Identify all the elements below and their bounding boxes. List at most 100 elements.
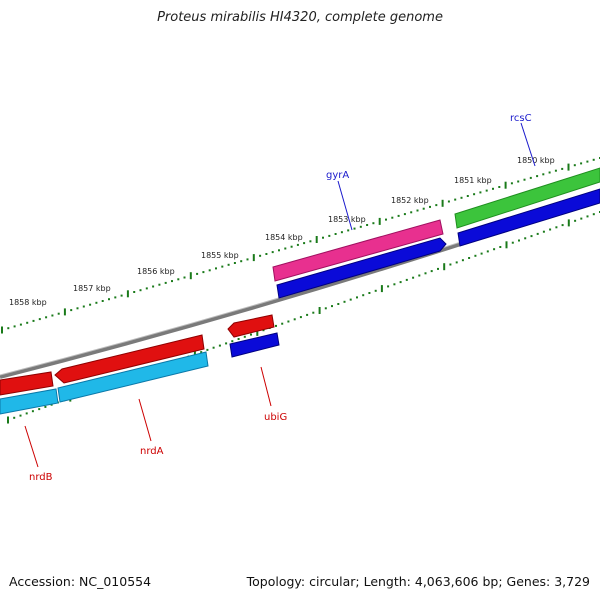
outer-scale-minor-tick xyxy=(328,234,331,237)
inner-scale-minor-tick xyxy=(561,224,564,227)
outer-scale-minor-tick xyxy=(454,198,457,201)
inner-scale-minor-tick xyxy=(275,324,277,327)
gene-label-gyrA[interactable]: gyrA xyxy=(326,170,349,181)
outer-scale-minor-tick xyxy=(416,209,419,212)
tick-label-1850: 1850 kbp xyxy=(517,156,555,165)
gene-ubiG-bar[interactable] xyxy=(227,314,275,338)
inner-scale-minor-tick xyxy=(524,237,527,240)
inner-scale-minor-tick xyxy=(299,316,302,319)
outer-scale-minor-tick xyxy=(120,294,123,297)
outer-scale-minor-tick xyxy=(108,298,110,301)
gene-label-ubiG[interactable]: ubiG xyxy=(264,412,287,423)
inner-scale-minor-tick xyxy=(231,340,234,343)
outer-scale-minor-tick xyxy=(340,231,343,234)
outer-scale-minor-tick xyxy=(284,247,287,250)
outer-scale-minor-tick xyxy=(19,323,22,326)
inner-scale-minor-tick xyxy=(418,274,421,277)
outer-scale-minor-tick xyxy=(13,325,16,328)
outer-scale-minor-tick xyxy=(265,253,268,255)
outer-scale-minor-tick xyxy=(309,240,312,243)
inner-scale-major-tick xyxy=(7,416,9,424)
gene-nrdB-bar[interactable] xyxy=(0,371,54,396)
inner-scale-minor-tick xyxy=(387,285,390,288)
outer-scale-major-tick xyxy=(1,326,3,334)
gene-ubiG-cds-bar[interactable] xyxy=(229,332,280,358)
outer-scale-minor-tick xyxy=(561,167,564,170)
outer-scale-minor-tick xyxy=(498,186,501,188)
gene-nrdA-bar[interactable] xyxy=(54,334,205,384)
outer-scale-major-tick xyxy=(504,181,507,189)
outer-scale-minor-tick xyxy=(158,283,161,286)
outer-scale-minor-tick xyxy=(215,267,217,270)
inner-scale-minor-tick xyxy=(200,351,203,354)
leader-nrdA xyxy=(138,398,152,442)
outer-scale-minor-tick xyxy=(45,316,48,319)
inner-scale-minor-tick xyxy=(399,281,402,284)
gene-label-nrdA[interactable]: nrdA xyxy=(140,446,164,457)
tick-label-1853: 1853 kbp xyxy=(328,215,366,224)
inner-scale-minor-tick xyxy=(518,239,520,242)
inner-scale-major-tick xyxy=(443,263,446,271)
outer-scale-minor-tick xyxy=(233,262,236,264)
inner-scale-minor-tick xyxy=(44,405,47,408)
map-title: Proteus mirabilis HI4320, complete genom… xyxy=(157,10,443,25)
outer-scale-minor-tick xyxy=(429,205,431,208)
gene-nrdB-cds-bar[interactable] xyxy=(0,388,59,415)
inner-scale-minor-tick xyxy=(324,307,327,310)
gene-rcsC-bar[interactable] xyxy=(454,167,600,229)
outer-scale-minor-tick xyxy=(397,214,400,217)
outer-scale-minor-tick xyxy=(529,176,532,179)
inner-scale-minor-tick xyxy=(237,338,240,340)
outer-scale-minor-tick xyxy=(580,162,583,165)
outer-scale-minor-tick xyxy=(32,319,35,322)
genome-summary-label: Topology: circular; Length: 4,063,606 bp… xyxy=(246,574,590,589)
leader-rcsC xyxy=(520,122,536,167)
inner-scale-minor-tick xyxy=(455,261,458,264)
gene-label-rcsC[interactable]: rcsC xyxy=(510,113,532,124)
leader-gyrA xyxy=(337,180,353,231)
outer-scale-minor-tick xyxy=(76,307,79,310)
inner-scale-minor-tick xyxy=(343,300,346,303)
outer-scale-minor-tick xyxy=(82,305,85,308)
inner-scale-minor-tick xyxy=(225,342,228,345)
outer-scale-minor-tick xyxy=(26,321,29,324)
inner-scale-minor-tick xyxy=(592,213,595,216)
gene-rcsC-cds-bar[interactable] xyxy=(457,188,600,247)
outer-scale-minor-tick xyxy=(271,251,274,254)
inner-scale-minor-tick xyxy=(337,303,340,305)
inner-scale-minor-tick xyxy=(312,311,315,314)
inner-scale-minor-tick xyxy=(574,219,577,222)
outer-scale-minor-tick xyxy=(57,312,60,315)
inner-scale-minor-tick xyxy=(511,241,514,244)
outer-scale-minor-tick xyxy=(485,189,488,192)
inner-scale-minor-tick xyxy=(368,292,371,294)
inner-scale-minor-tick xyxy=(243,335,246,338)
outer-scale-minor-tick xyxy=(334,233,337,235)
outer-scale-minor-tick xyxy=(366,224,369,226)
inner-scale-minor-tick xyxy=(486,250,489,253)
outer-scale-minor-tick xyxy=(517,180,520,183)
inner-scale-major-tick xyxy=(380,285,383,293)
outer-scale-minor-tick xyxy=(196,272,199,275)
gene-nrdA-cds-bar[interactable] xyxy=(57,351,209,403)
outer-scale-minor-tick xyxy=(7,327,10,330)
inner-scale-minor-tick xyxy=(287,320,290,323)
accession-label: Accession: NC_010554 xyxy=(9,574,152,589)
outer-scale-minor-tick xyxy=(536,175,539,178)
inner-scale-minor-tick xyxy=(437,267,439,270)
outer-scale-minor-tick xyxy=(259,254,262,257)
gene-gyrA-bar[interactable] xyxy=(272,219,444,282)
inner-scale-minor-tick xyxy=(349,298,352,301)
gene-label-nrdB[interactable]: nrdB xyxy=(29,472,53,483)
inner-scale-minor-tick xyxy=(580,217,583,220)
inner-scale-minor-tick xyxy=(474,254,477,257)
outer-scale-minor-tick xyxy=(385,218,387,221)
outer-scale-minor-tick xyxy=(171,280,173,283)
inner-scale-minor-tick xyxy=(530,235,533,238)
gene-gyrA-cds-bar[interactable] xyxy=(276,237,447,299)
outer-scale-major-tick xyxy=(126,290,129,298)
inner-scale-minor-tick xyxy=(586,215,589,218)
inner-scale-major-tick xyxy=(256,328,259,336)
outer-scale-minor-tick xyxy=(473,193,476,196)
inner-scale-minor-tick xyxy=(212,346,215,349)
